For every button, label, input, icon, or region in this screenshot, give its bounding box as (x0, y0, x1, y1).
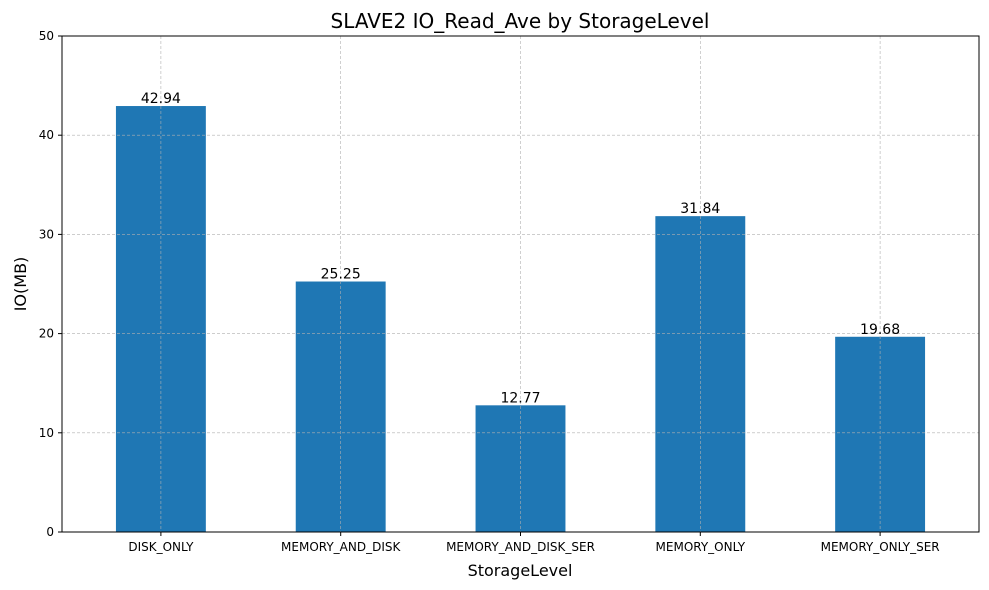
y-axis-label: IO(MB) (11, 257, 30, 312)
x-tick-label: MEMORY_AND_DISK_SER (446, 540, 595, 554)
x-tick-label: DISK_ONLY (128, 540, 194, 554)
x-tick-label: MEMORY_ONLY (656, 540, 746, 554)
y-tick-label: 0 (46, 525, 54, 539)
bar-value-label: 25.25 (321, 267, 361, 283)
y-tick-label: 50 (39, 29, 54, 43)
x-tick-label: MEMORY_ONLY_SER (821, 540, 940, 554)
y-tick-label: 40 (39, 128, 54, 142)
y-tick-label: 10 (39, 426, 54, 440)
x-axis-label: StorageLevel (468, 561, 573, 580)
bar-value-label: 31.84 (680, 201, 720, 217)
y-tick-label: 20 (39, 327, 54, 341)
y-tick-label: 30 (39, 227, 54, 241)
bar (835, 336, 926, 532)
bar-value-label: 19.68 (860, 322, 900, 338)
bar-value-label: 42.94 (141, 91, 181, 107)
bar-value-label: 12.77 (500, 390, 540, 406)
chart-title: SLAVE2 IO_Read_Ave by StorageLevel (331, 9, 710, 33)
axes: 0 10 20 30 40 50 DISK_ONLY MEMORY_AND_DISK MEMOR… (39, 29, 980, 554)
x-tick-label: MEMORY_AND_DISK (281, 540, 401, 554)
bar-value-labels: 42.94 25.25 12.77 31.84 19.68 (141, 91, 900, 406)
